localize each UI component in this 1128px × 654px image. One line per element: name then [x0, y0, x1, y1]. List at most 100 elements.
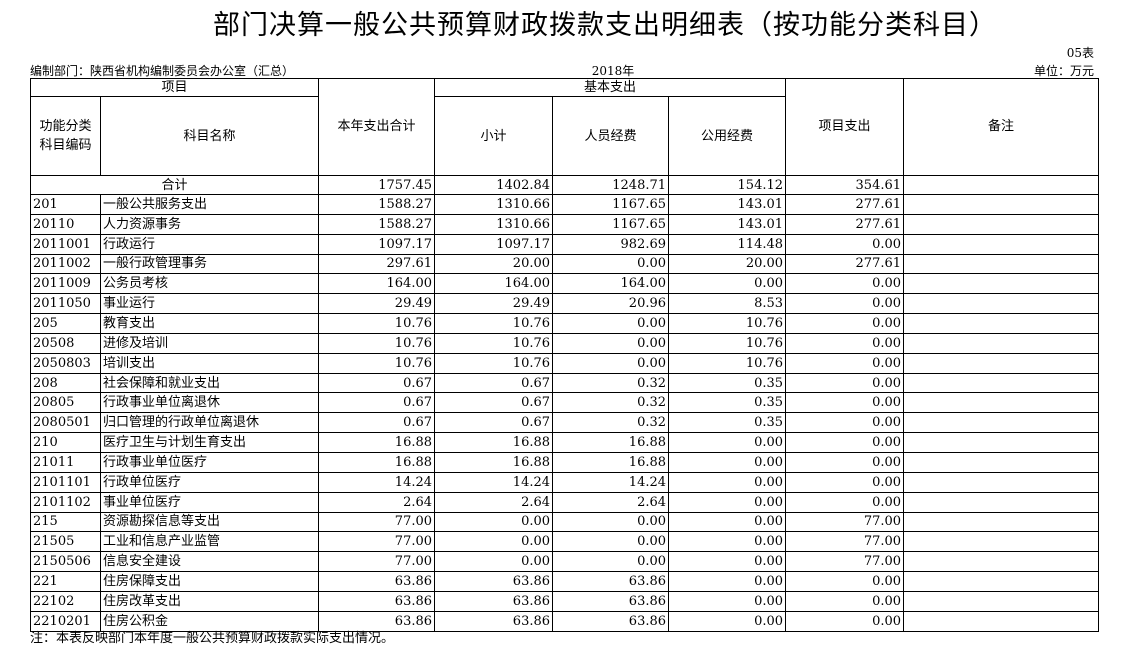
subtotal-cell: 16.88	[434, 451, 554, 473]
remark-cell	[903, 332, 1100, 354]
subject-code-cell: 2080501	[30, 412, 101, 434]
table-row: 20508 进修及培训 10.76 10.76 0.00 10.76 0.00	[30, 332, 1100, 354]
subtotal-cell: 0.67	[434, 412, 554, 434]
project-expenditure-cell: 0.00	[785, 610, 905, 632]
public-cell: 0.00	[668, 610, 787, 632]
project-expenditure-cell: 0.00	[785, 451, 905, 473]
table-row: 2210201 住房公积金 63.86 63.86 63.86 0.00 0.00	[30, 610, 1100, 632]
table-row: 2101102 事业单位医疗 2.64 2.64 2.64 0.00 0.00	[30, 491, 1100, 513]
total-cell: 297.61	[318, 253, 436, 275]
public-cell: 0.00	[668, 511, 787, 533]
subject-code-cell: 2011002	[30, 253, 101, 275]
subject-name-cell: 行政运行	[99, 233, 320, 255]
project-expenditure-cell: 354.61	[785, 175, 905, 195]
total-cell: 63.86	[318, 571, 436, 592]
subject-name-cell: 一般行政管理事务	[99, 253, 320, 275]
subtotal-cell: 0.67	[434, 372, 554, 394]
public-cell: 0.00	[668, 571, 787, 592]
remark-cell	[903, 175, 1100, 195]
subject-code-cell: 2050803	[30, 352, 101, 374]
subject-name-cell: 行政单位医疗	[99, 471, 320, 493]
remark-cell	[903, 551, 1100, 573]
table-row: 2011050 事业运行 29.49 29.49 20.96 8.53 0.00	[30, 293, 1100, 315]
remark-cell	[903, 511, 1100, 533]
total-cell: 1097.17	[318, 233, 436, 255]
table-row: 2101101 行政单位医疗 14.24 14.24 14.24 0.00 0.00	[30, 471, 1100, 493]
personnel-cell: 16.88	[552, 432, 670, 453]
remark-cell	[903, 451, 1100, 473]
subject-code-cell: 2011050	[30, 293, 101, 315]
remark-cell	[903, 392, 1100, 414]
public-cell: 10.76	[668, 332, 787, 354]
total-cell: 2.64	[318, 491, 436, 513]
subject-name-cell: 工业和信息产业监管	[99, 531, 320, 553]
subtotal-cell: 1097.17	[434, 233, 554, 255]
personnel-cell: 0.32	[552, 412, 670, 434]
public-cell: 8.53	[668, 293, 787, 315]
remark-cell	[903, 412, 1100, 434]
total-cell: 77.00	[318, 511, 436, 533]
table-row: 2050803 培训支出 10.76 10.76 0.00 10.76 0.00	[30, 352, 1100, 374]
subject-name-cell: 信息安全建设	[99, 551, 320, 573]
subtotal-cell: 0.00	[434, 551, 554, 573]
subject-name-cell: 资源勘探信息等支出	[99, 511, 320, 533]
header-remark: 备注	[903, 78, 1100, 176]
personnel-cell: 2.64	[552, 491, 670, 513]
project-expenditure-cell: 0.00	[785, 571, 905, 592]
public-cell: 10.76	[668, 313, 787, 334]
subject-name-cell: 行政事业单位医疗	[99, 451, 320, 473]
personnel-cell: 0.00	[552, 511, 670, 533]
subtotal-cell: 1402.84	[434, 175, 554, 195]
header-basic: 基本支出	[434, 78, 787, 97]
subtotal-cell: 10.76	[434, 313, 554, 334]
project-expenditure-cell: 0.00	[785, 332, 905, 354]
subject-code-cell: 2101102	[30, 491, 101, 513]
subject-code-cell: 2101101	[30, 471, 101, 493]
public-cell: 0.00	[668, 491, 787, 513]
remark-cell	[903, 313, 1100, 334]
public-cell: 0.00	[668, 551, 787, 573]
page-title: 部门决算一般公共预算财政拨款支出明细表（按功能分类科目）	[213, 10, 997, 41]
remark-cell	[903, 273, 1100, 295]
table-row: 221 住房保障支出 63.86 63.86 63.86 0.00 0.00	[30, 571, 1100, 592]
subject-name-cell: 进修及培训	[99, 332, 320, 354]
project-expenditure-cell: 0.00	[785, 392, 905, 414]
project-expenditure-cell: 77.00	[785, 551, 905, 573]
table-row: 201 一般公共服务支出 1588.27 1310.66 1167.65 143.01 27…	[30, 194, 1100, 215]
total-cell: 164.00	[318, 273, 436, 295]
personnel-cell: 1167.65	[552, 213, 670, 235]
header-public: 公用经费	[668, 96, 787, 176]
remark-cell	[903, 571, 1100, 592]
remark-cell	[903, 194, 1100, 215]
subject-code-cell: 2150506	[30, 551, 101, 573]
total-label: 合计	[29, 175, 320, 195]
remark-cell	[903, 590, 1100, 612]
personnel-cell: 0.00	[552, 352, 670, 374]
public-cell: 20.00	[668, 253, 787, 275]
subtotal-cell: 0.67	[434, 392, 554, 414]
personnel-cell: 20.96	[552, 293, 670, 315]
subject-name-cell: 人力资源事务	[99, 213, 320, 235]
public-cell: 0.00	[668, 531, 787, 553]
subtotal-cell: 2.64	[434, 491, 554, 513]
personnel-cell: 0.00	[552, 531, 670, 553]
project-expenditure-cell: 77.00	[785, 531, 905, 553]
table-row: 2011001 行政运行 1097.17 1097.17 982.69 114.48 0.0…	[30, 233, 1100, 255]
project-expenditure-cell: 0.00	[785, 491, 905, 513]
remark-cell	[903, 253, 1100, 275]
remark-cell	[903, 610, 1100, 632]
total-cell: 77.00	[318, 551, 436, 573]
header-project: 项目	[29, 78, 320, 97]
subject-code-cell: 20805	[30, 392, 101, 414]
personnel-cell: 0.00	[552, 253, 670, 275]
personnel-cell: 1248.71	[552, 175, 670, 195]
total-cell: 63.86	[318, 590, 436, 612]
personnel-cell: 14.24	[552, 471, 670, 493]
public-cell: 0.35	[668, 412, 787, 434]
total-cell: 1757.45	[318, 175, 436, 195]
personnel-cell: 0.00	[552, 332, 670, 354]
subtotal-cell: 0.00	[434, 511, 554, 533]
project-expenditure-cell: 0.00	[785, 590, 905, 612]
public-cell: 114.48	[668, 233, 787, 255]
project-expenditure-cell: 0.00	[785, 233, 905, 255]
